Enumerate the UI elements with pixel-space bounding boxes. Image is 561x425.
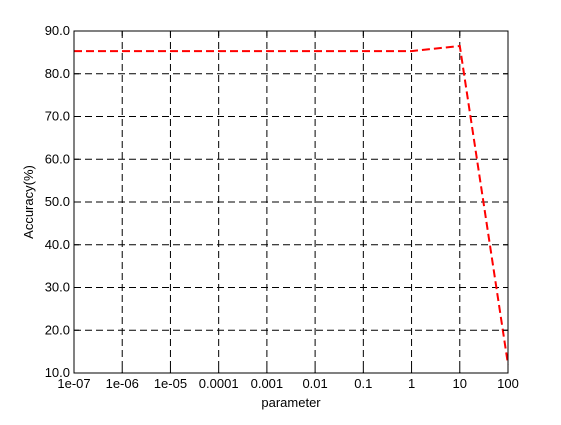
x-tick-label: 1: [408, 376, 415, 391]
grid-lines: [74, 31, 508, 373]
y-tick-label: 40.0: [45, 237, 70, 252]
y-tick-labels: 10.0 20.0 30.0 40.0 50.0 60.0 70.0 80.0 90.0: [45, 23, 70, 380]
x-tick-label: 1e-07: [57, 376, 90, 391]
y-tick-label: 60.0: [45, 151, 70, 166]
y-axis-label: Accuracy(%): [21, 165, 36, 239]
x-tick-label: 10: [453, 376, 467, 391]
ticks: [73, 30, 509, 374]
y-tick-label: 90.0: [45, 23, 70, 38]
x-tick-labels: 1e-07 1e-06 1e-05 0.0001 0.001 0.01 0.1 1 10 100: [57, 376, 518, 391]
x-axis-label: parameter: [261, 395, 321, 410]
y-tick-label: 70.0: [45, 109, 70, 124]
y-tick-label: 80.0: [45, 66, 70, 81]
x-tick-label: 0.001: [251, 376, 284, 391]
x-tick-label: 0.0001: [199, 376, 239, 391]
x-tick-label: 0.01: [302, 376, 327, 391]
y-tick-label: 20.0: [45, 322, 70, 337]
series-layer: [74, 44, 509, 365]
series-line-accuracy: [74, 44, 509, 365]
x-tick-label: 1e-06: [106, 376, 139, 391]
y-tick-label: 10.0: [45, 365, 70, 380]
y-tick-label: 50.0: [45, 194, 70, 209]
y-tick-label: 30.0: [45, 280, 70, 295]
x-tick-label: 100: [497, 376, 519, 391]
x-tick-label: 0.1: [354, 376, 372, 391]
x-tick-label: 1e-05: [154, 376, 187, 391]
